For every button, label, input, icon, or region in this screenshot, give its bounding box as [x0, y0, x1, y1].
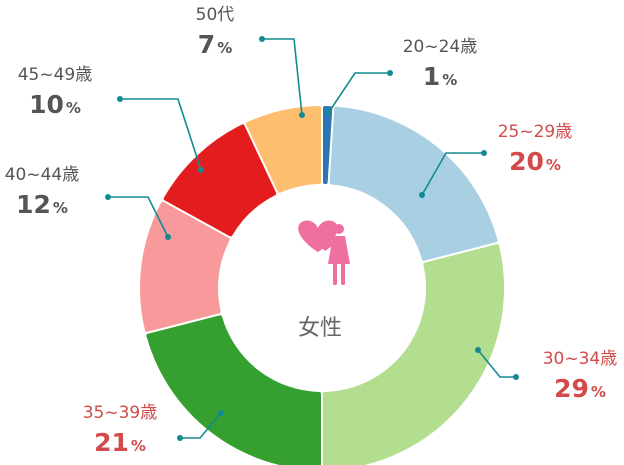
leader-end-5 — [105, 194, 111, 200]
category-label-4: 35~39歳 — [83, 403, 158, 423]
leader-end-3 — [513, 374, 519, 380]
leader-line-4 — [180, 412, 222, 439]
value-label-1: 1% — [423, 62, 457, 91]
center-label: 女性 — [298, 316, 342, 341]
leader-line-7 — [262, 38, 303, 116]
slice-3 — [323, 244, 504, 465]
category-label-1: 20~24歳 — [403, 37, 478, 57]
category-label-6: 45~49歳 — [18, 65, 93, 85]
value-label-6: 10% — [29, 90, 81, 119]
leader-line-2 — [421, 152, 484, 196]
leader-end-2 — [481, 150, 487, 156]
slice-6 — [163, 124, 277, 237]
slices-group — [140, 106, 504, 465]
leader-end-7 — [259, 36, 265, 42]
value-label-2: 20% — [509, 147, 561, 176]
leader-dot-7 — [299, 112, 305, 118]
slice-2 — [329, 106, 498, 261]
leader-dot-5 — [165, 234, 171, 240]
category-label-3: 30~34歳 — [543, 349, 618, 369]
leader-line-3 — [477, 349, 516, 378]
leader-dot-4 — [218, 410, 224, 416]
value-label-3: 29% — [554, 374, 606, 403]
leader-end-1 — [387, 70, 393, 76]
leader-line-5 — [108, 196, 169, 238]
slice-1 — [323, 106, 333, 185]
value-label-4: 21% — [94, 428, 146, 457]
value-label-7: 7% — [198, 30, 232, 59]
labels-group: 20~24歳 1 % 25~29歳 20 % 30~34歳 29 % 35~39歳 21 % 40~44… — [5, 5, 618, 457]
leader-dot-6 — [198, 167, 204, 173]
category-label-2: 25~29歳 — [498, 122, 573, 142]
heart-woman-icon — [298, 220, 350, 285]
category-label-5: 40~44歳 — [5, 165, 80, 185]
leader-dot-1 — [326, 109, 332, 115]
leader-line-6 — [120, 98, 202, 171]
category-label-7: 50代 — [196, 5, 235, 25]
slice-7 — [246, 106, 321, 193]
leader-dot-2 — [419, 192, 425, 198]
leaders-group — [105, 36, 519, 441]
leader-end-6 — [117, 96, 123, 102]
leader-line-1 — [328, 72, 390, 113]
slice-4 — [146, 315, 321, 465]
leader-end-4 — [177, 435, 183, 441]
slice-5 — [140, 201, 230, 332]
value-label-5: 12% — [16, 190, 68, 219]
leader-dot-3 — [475, 347, 481, 353]
